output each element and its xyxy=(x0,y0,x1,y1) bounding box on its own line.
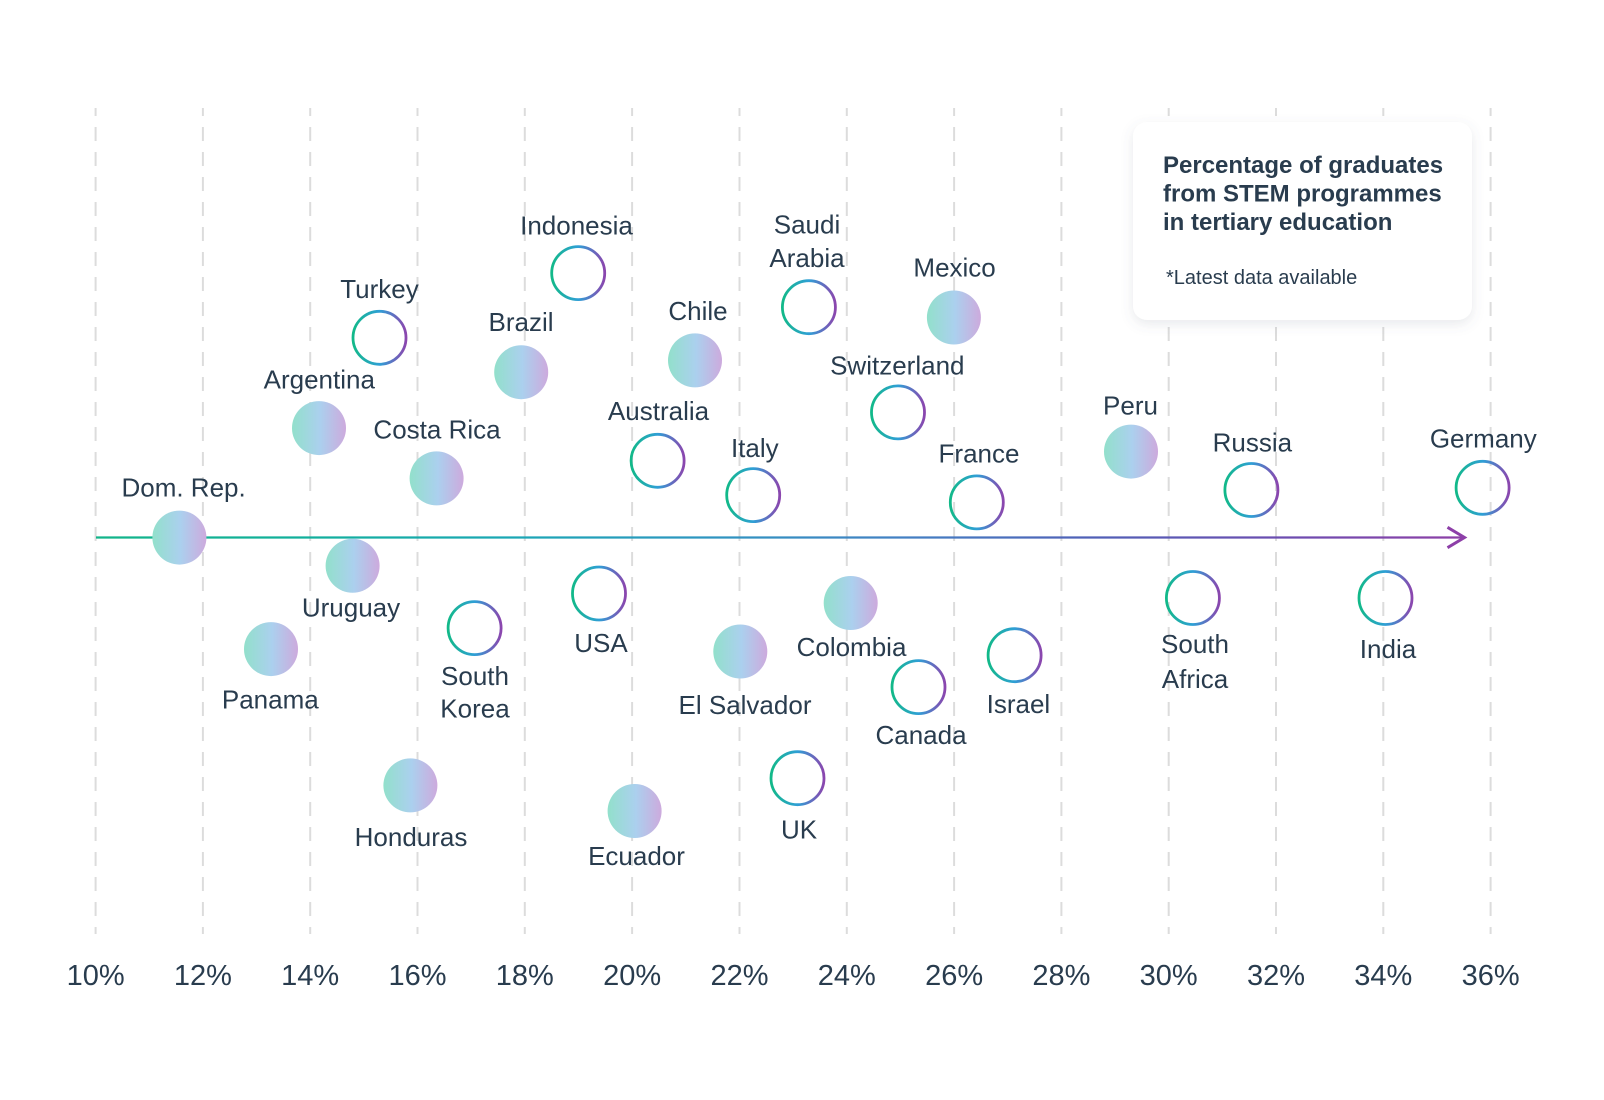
svg-text:20%: 20% xyxy=(603,960,661,992)
svg-text:Panama: Panama xyxy=(222,685,319,715)
svg-text:24%: 24% xyxy=(818,960,876,992)
svg-text:36%: 36% xyxy=(1462,960,1520,992)
svg-text:10%: 10% xyxy=(67,960,125,992)
svg-text:Arabia: Arabia xyxy=(769,243,845,273)
svg-text:Saudi: Saudi xyxy=(774,209,841,239)
svg-text:28%: 28% xyxy=(1032,960,1090,992)
svg-text:30%: 30% xyxy=(1140,960,1198,992)
svg-text:Africa: Africa xyxy=(1162,664,1229,694)
svg-text:Russia: Russia xyxy=(1213,428,1293,458)
svg-text:Argentina: Argentina xyxy=(264,364,376,394)
svg-text:Germany: Germany xyxy=(1430,423,1537,453)
svg-text:Mexico: Mexico xyxy=(913,252,995,282)
svg-text:in tertiary education: in tertiary education xyxy=(1163,209,1392,236)
svg-text:Colombia: Colombia xyxy=(797,632,907,662)
svg-text:Canada: Canada xyxy=(875,720,967,750)
svg-text:Israel: Israel xyxy=(987,689,1051,719)
svg-text:India: India xyxy=(1360,634,1417,664)
svg-text:Costa Rica: Costa Rica xyxy=(373,415,501,445)
svg-text:El Salvador: El Salvador xyxy=(679,690,812,720)
svg-text:34%: 34% xyxy=(1354,960,1412,992)
svg-text:Honduras: Honduras xyxy=(355,822,468,852)
svg-text:Indonesia: Indonesia xyxy=(520,210,633,240)
svg-text:26%: 26% xyxy=(925,960,983,992)
svg-text:Australia: Australia xyxy=(608,396,710,426)
svg-text:14%: 14% xyxy=(281,960,339,992)
svg-text:South: South xyxy=(1161,629,1229,659)
svg-text:Italy: Italy xyxy=(731,433,779,463)
svg-text:USA: USA xyxy=(574,628,628,658)
svg-text:16%: 16% xyxy=(388,960,446,992)
svg-text:12%: 12% xyxy=(174,960,232,992)
svg-text:Peru: Peru xyxy=(1103,390,1158,420)
svg-text:UK: UK xyxy=(781,814,818,844)
svg-text:Dom. Rep.: Dom. Rep. xyxy=(121,472,245,502)
svg-text:France: France xyxy=(939,439,1020,469)
svg-text:Uruguay: Uruguay xyxy=(302,592,400,622)
svg-text:18%: 18% xyxy=(496,960,554,992)
svg-text:Switzerland: Switzerland xyxy=(830,350,964,380)
svg-text:Turkey: Turkey xyxy=(340,274,419,304)
svg-text:South: South xyxy=(441,661,509,691)
svg-text:32%: 32% xyxy=(1247,960,1305,992)
svg-text:Korea: Korea xyxy=(440,693,510,723)
svg-text:Brazil: Brazil xyxy=(488,307,553,337)
svg-text:from STEM programmes: from STEM programmes xyxy=(1163,181,1442,208)
svg-text:Ecuador: Ecuador xyxy=(588,841,685,871)
svg-text:*Latest data available: *Latest data available xyxy=(1166,267,1357,289)
svg-text:22%: 22% xyxy=(710,960,768,992)
svg-text:Chile: Chile xyxy=(668,296,727,326)
svg-text:Percentage of graduates: Percentage of graduates xyxy=(1163,152,1443,179)
